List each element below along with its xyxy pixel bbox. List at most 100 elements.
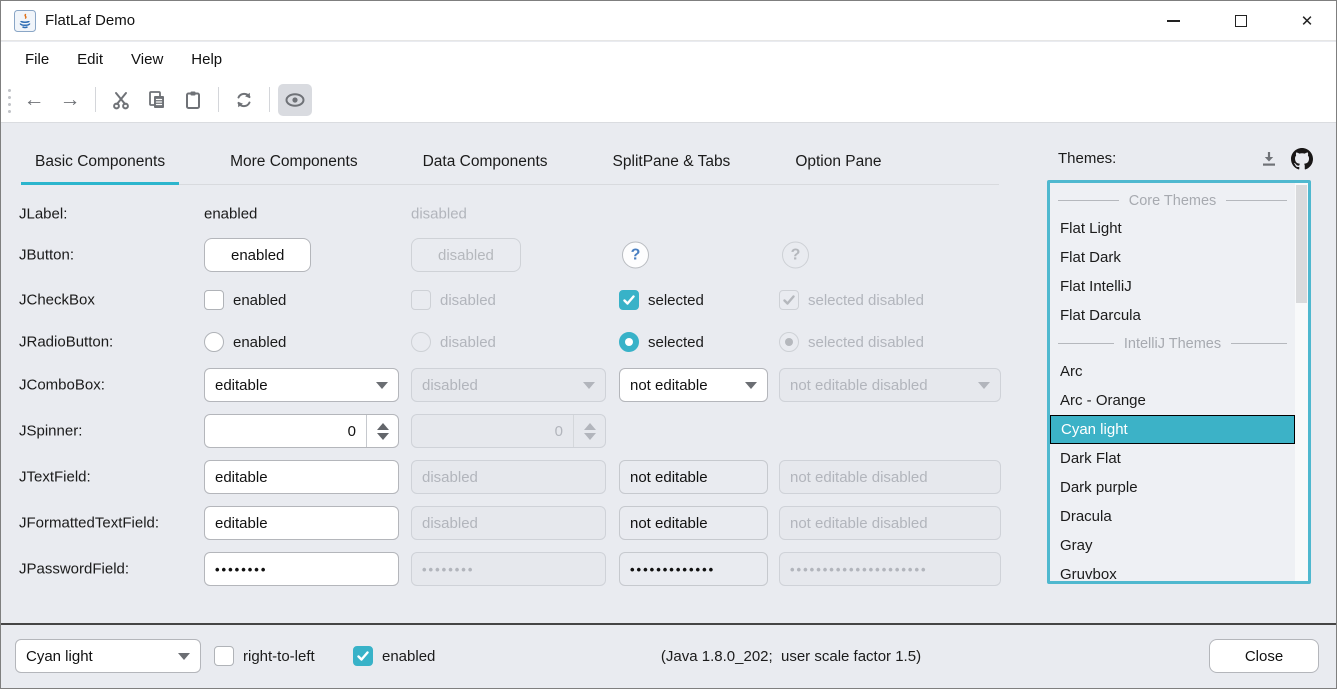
jpasswordfield-row: JPasswordField: •••••••• •••••••• ••••••… — [1, 552, 1001, 586]
radio-enabled-label: enabled — [233, 333, 287, 351]
themes-list-items: Core Themes Flat Light Flat Dark Flat In… — [1050, 183, 1295, 581]
combobox-not-editable[interactable]: not editable — [619, 368, 768, 402]
jbutton-row-label: JButton: — [19, 246, 75, 264]
spinner-enabled[interactable]: 0 — [204, 414, 399, 448]
chevron-down-icon — [978, 381, 990, 389]
theme-item-dark-flat[interactable]: Dark Flat — [1060, 450, 1121, 467]
checkbox-selected-disabled: selected disabled — [779, 290, 924, 310]
tab-data-components[interactable]: Data Components — [422, 153, 548, 170]
passwordfield-editable[interactable]: •••••••• — [204, 552, 399, 586]
download-theme-button[interactable] — [1254, 145, 1284, 173]
theme-item-flat-light[interactable]: Flat Light — [1060, 220, 1122, 237]
tab-option-pane[interactable]: Option Pane — [795, 153, 882, 170]
spinner-up-icon[interactable] — [376, 422, 389, 430]
radio-selected[interactable]: selected — [619, 332, 704, 352]
checkbox-checked-icon — [353, 646, 373, 666]
menu-view[interactable]: View — [131, 51, 164, 68]
theme-item-cyan-light[interactable]: Cyan light — [1050, 415, 1295, 444]
formattedtextfield-editable[interactable]: editable — [204, 506, 399, 540]
theme-item-flat-dark[interactable]: Flat Dark — [1060, 249, 1121, 266]
chevron-down-icon — [583, 381, 595, 389]
themes-scrollbar[interactable] — [1295, 183, 1308, 581]
themes-scrollbar-thumb[interactable] — [1296, 185, 1307, 303]
window-title: FlatLaf Demo — [45, 12, 136, 29]
textfield-editable[interactable]: editable — [204, 460, 399, 494]
radio-selected-disabled: selected disabled — [779, 332, 924, 352]
theme-item-dark-purple[interactable]: Dark purple — [1060, 479, 1138, 496]
eye-icon — [285, 92, 305, 107]
menu-file[interactable]: File — [25, 51, 50, 68]
menu-edit[interactable]: Edit — [77, 51, 104, 68]
theme-item-dracula[interactable]: Dracula — [1060, 508, 1112, 525]
jbutton-row: JButton: enabled disabled ? ? — [1, 238, 999, 272]
theme-item-gray[interactable]: Gray — [1060, 537, 1093, 554]
jtextfield-row: JTextField: editable disabled not editab… — [1, 460, 1001, 494]
checkbox-disabled: disabled — [411, 290, 496, 310]
spinner-buttons[interactable] — [366, 415, 398, 447]
enabled-button[interactable]: enabled — [204, 238, 312, 272]
help-button[interactable]: ? — [622, 241, 649, 269]
right-to-left-checkbox[interactable]: right-to-left — [214, 639, 315, 673]
tab-basic-components[interactable]: Basic Components — [21, 153, 180, 185]
theme-item-arc-orange[interactable]: Arc - Orange — [1060, 392, 1146, 409]
combobox-disabled: disabled — [411, 368, 606, 402]
github-button[interactable] — [1287, 145, 1317, 173]
theme-item-gruvbox[interactable]: Gruvbox — [1060, 566, 1117, 583]
forward-button[interactable]: → — [53, 84, 87, 116]
refresh-button[interactable] — [227, 84, 261, 116]
enabled-checkbox[interactable]: enabled — [353, 639, 435, 673]
download-icon — [1263, 152, 1275, 166]
back-button[interactable]: ← — [17, 84, 51, 116]
spinner-buttons-disabled — [573, 415, 605, 447]
theme-item-flat-intellij[interactable]: Flat IntelliJ — [1060, 278, 1132, 295]
maximize-button[interactable] — [1218, 1, 1264, 41]
themes-label: Themes: — [1058, 150, 1117, 167]
jcheckbox-row-label: JCheckBox — [19, 291, 95, 309]
combobox-editable[interactable]: editable — [204, 368, 399, 402]
theme-item-arc[interactable]: Arc — [1060, 363, 1083, 380]
jcheckbox-row: JCheckBox enabled disabled selected sele… — [1, 283, 999, 317]
spinner-down-icon[interactable] — [376, 432, 389, 440]
checkbox-enabled[interactable]: enabled — [204, 290, 286, 310]
close-window-button[interactable]: ✕ — [1284, 1, 1330, 41]
combobox-disabled-value: disabled — [422, 376, 478, 394]
java-app-icon — [14, 10, 36, 32]
cut-button[interactable] — [104, 84, 138, 116]
tab-splitpane-tabs[interactable]: SplitPane & Tabs — [612, 153, 731, 170]
title-bar: FlatLaf Demo ✕ — [1, 1, 1336, 41]
spinner-value[interactable]: 0 — [347, 422, 356, 440]
chevron-down-icon — [376, 381, 388, 389]
minimize-button[interactable] — [1150, 1, 1196, 41]
copy-button[interactable] — [140, 84, 174, 116]
jlabel-row: JLabel: enabled disabled — [1, 197, 999, 231]
spinner-disabled: 0 — [411, 414, 606, 448]
checkbox-disabled-label: disabled — [440, 291, 496, 309]
radio-enabled[interactable]: enabled — [204, 332, 286, 352]
enabled-checkbox-label: enabled — [382, 647, 436, 665]
theme-item-flat-darcula[interactable]: Flat Darcula — [1060, 307, 1141, 324]
lookandfeel-combobox[interactable]: Cyan light — [15, 639, 201, 673]
toolbar-grip[interactable] — [7, 86, 12, 113]
jradiobutton-row-label: JRadioButton: — [19, 333, 114, 351]
checkbox-selected[interactable]: selected — [619, 290, 704, 310]
toolbar-separator — [95, 87, 96, 112]
status-text: (Java 1.8.0_202; user scale factor 1.5) — [660, 647, 922, 665]
show-hidden-toggle-button[interactable] — [278, 83, 312, 116]
paste-button[interactable] — [176, 84, 210, 116]
menu-help[interactable]: Help — [191, 51, 223, 68]
refresh-icon — [237, 92, 251, 107]
close-button[interactable]: Close — [1209, 639, 1319, 673]
tab-more-components[interactable]: More Components — [230, 153, 358, 170]
radio-unchecked-icon — [204, 332, 224, 352]
formattedtextfield-disabled: disabled — [411, 506, 606, 540]
maximize-icon — [1235, 15, 1247, 27]
github-icon — [1291, 148, 1313, 170]
bottom-bar: Cyan light right-to-left enabled (Java 1… — [1, 625, 1336, 688]
combobox-not-editable-value: not editable — [630, 376, 708, 394]
jlabel-row-label: JLabel: — [19, 205, 68, 223]
copy-icon — [149, 90, 164, 108]
radio-disabled: disabled — [411, 332, 496, 352]
checkbox-disabled-icon — [411, 290, 431, 310]
menu-bar: File Edit View Help — [1, 42, 1336, 77]
